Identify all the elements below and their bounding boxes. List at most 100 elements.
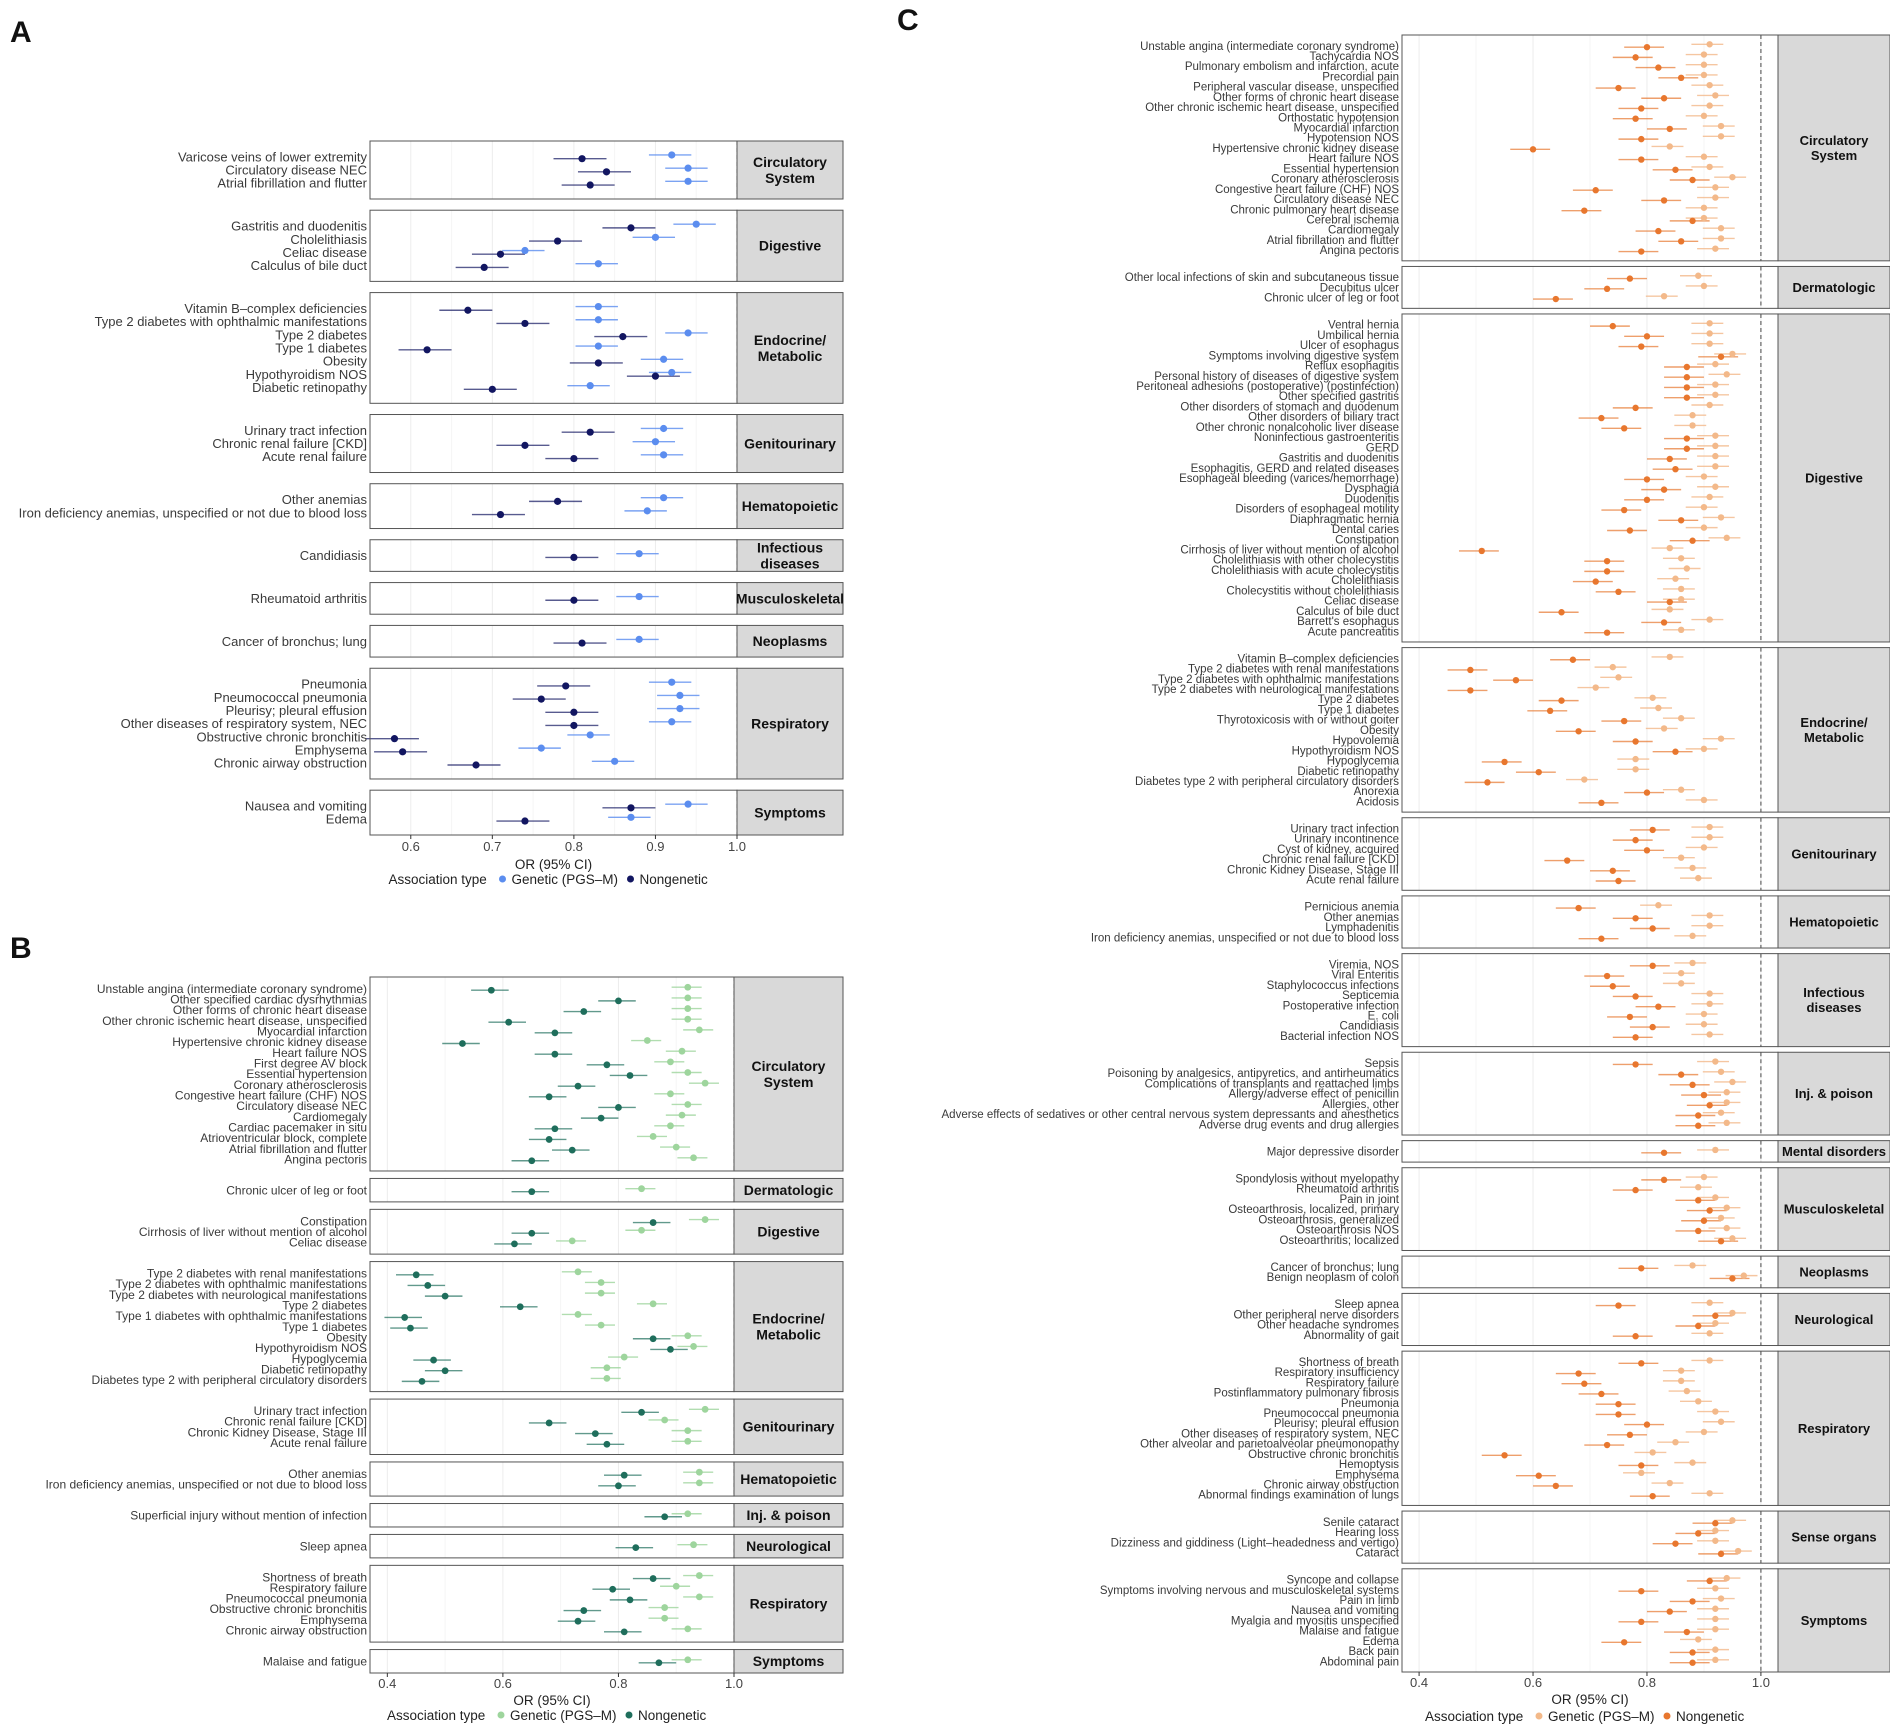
genetic-point-adverse-drug-events-and-drug-allergies: [1723, 1119, 1730, 1127]
facet-strip-inj-poison: [733, 1503, 844, 1528]
genetic-point-emphysema: [1638, 1469, 1645, 1477]
genetic-point-cholelithiasis: [1672, 575, 1679, 582]
strip-label-line: Dermatologic: [1792, 280, 1875, 295]
row-label-sepsis: Sepsis: [1364, 1058, 1399, 1070]
panel-c-forest-plot: Unstable angina (intermediate coronary s…: [942, 34, 1890, 1724]
genetic-point-congestive-heart-failure-chf-nos: [1712, 184, 1719, 191]
strip-label-line: Hematopoietic: [742, 498, 839, 514]
nongenetic-point-adverse-drug-events-and-drug-allergies: [1695, 1122, 1702, 1129]
genetic-point-acute-renal-failure: [684, 1437, 692, 1445]
row-label-iron-deficiency-anemias-unspecified-or-not-due-to-blood-loss: Iron deficiency anemias, unspecified or …: [19, 505, 368, 520]
genetic-point-circulatory-disease-nec: [684, 164, 692, 172]
genetic-point-vitamin-b-complex-deficiencies: [594, 302, 602, 311]
row-label-reflux-esophagitis: Reflux esophagitis: [1305, 361, 1399, 373]
row-label-gastritis-and-duodenitis: Gastritis and duodenitis: [231, 219, 367, 234]
row-label-rheumatoid-arthritis: Rheumatoid arthritis: [251, 591, 368, 606]
nongenetic-point-celiac-disease: [1666, 598, 1673, 606]
row-label-back-pain: Back pain: [1348, 1646, 1399, 1658]
legend-nongenetic-label: Nongenetic: [1676, 1709, 1745, 1724]
row-label-hypoglycemia: Hypoglycemia: [1327, 756, 1400, 768]
nongenetic-point-dysphagia: [1660, 486, 1668, 493]
row-label-other-chronic-ischemic-heart-disease-unspecified: Other chronic ischemic heart disease, un…: [1145, 102, 1399, 114]
nongenetic-point-cardiomegaly: [1655, 227, 1662, 235]
row-label-other-diseases-of-respiratory-system-nec: Other diseases of respiratory system, NE…: [1181, 1428, 1399, 1440]
nongenetic-point-atrial-fibrillation-and-flutter: [1677, 238, 1685, 245]
nongenetic-point-type-1-diabetes: [423, 346, 431, 354]
facet-strip-hematopoietic: [736, 483, 844, 530]
row-label-dental-caries: Dental caries: [1332, 524, 1399, 536]
row-label-myocardial-infarction: Myocardial infarction: [1294, 123, 1399, 135]
strip-label-symptoms: Symptoms: [753, 1653, 825, 1669]
genetic-point-ulcer-of-esophagus: [1706, 340, 1713, 347]
nongenetic-point-rheumatoid-arthritis: [570, 596, 578, 604]
strip-label-line: Endocrine/: [1800, 715, 1868, 730]
nongenetic-point-type-1-diabetes: [1546, 707, 1554, 715]
strip-label-symptoms: Symptoms: [1801, 1613, 1867, 1628]
panel-b-facet-neurological: [370, 1534, 734, 1558]
genetic-point-hypothyroidism-nos: [668, 368, 676, 377]
genetic-point-cardiomegaly: [1717, 225, 1725, 232]
nongenetic-point-unstable-angina-intermediate-coronary-syndrome: [487, 986, 495, 994]
row-label-diabetic-retinopathy: Diabetic retinopathy: [252, 380, 367, 395]
row-label-other-diseases-of-respiratory-system-nec: Other diseases of respiratory system, NE…: [121, 716, 367, 731]
row-label-pneumonia: Pneumonia: [301, 677, 368, 692]
genetic-point-gerd: [1712, 442, 1719, 450]
nongenetic-point-other-disorders-of-biliary-tract: [1598, 414, 1605, 422]
nongenetic-point-chronic-ulcer-of-leg-or-foot: [528, 1188, 536, 1196]
nongenetic-point-urinary-tract-infection: [586, 428, 594, 436]
row-label-acute-renal-failure: Acute renal failure: [262, 449, 367, 464]
row-label-postoperative-infection: Postoperative infection: [1283, 1000, 1399, 1012]
nongenetic-point-type-2-diabetes-with-renal-manifestations: [412, 1271, 420, 1279]
row-label-hypertensive-chronic-kidney-disease: Hypertensive chronic kidney disease: [172, 1035, 367, 1049]
legend-nongenetic-label: Nongenetic: [638, 1708, 707, 1723]
nongenetic-point-tachycardia-nos: [1632, 54, 1639, 61]
genetic-point-constipation: [1723, 534, 1730, 542]
nongenetic-point-pain-in-joint: [1695, 1197, 1702, 1204]
row-label-viremia-nos: Viremia, NOS: [1329, 959, 1399, 971]
genetic-point-chronic-airway-obstruction: [684, 1625, 692, 1633]
genetic-point-pleurisy-pleural-effusion: [676, 704, 684, 713]
strip-label-line: Neoplasms: [753, 633, 828, 649]
nongenetic-point-personal-history-of-diseases-of-digestive-system: [1683, 374, 1691, 381]
nongenetic-point-pneumococcal-pneumonia: [1615, 1411, 1622, 1418]
row-label-cyst-of-kidney-acquired: Cyst of kidney, acquired: [1277, 844, 1399, 856]
genetic-point-other-chronic-nonalcoholic-liver-disease: [1689, 422, 1696, 429]
genetic-point-senile-cataract: [1729, 1517, 1736, 1524]
facet-strip-musculoskeletal: [1777, 1167, 1890, 1251]
row-label-calculus-of-bile-duct: Calculus of bile duct: [1296, 606, 1400, 618]
genetic-point-hypovolemia: [1717, 735, 1725, 742]
strip-label-line: Respiratory: [1798, 1421, 1871, 1436]
nongenetic-point-thyrotoxicosis-with-or-without-goiter: [1620, 717, 1628, 725]
nongenetic-point-adverse-effects-of-sedatives-or-other-central-nervous-system-depressants-and-anesthetics: [1695, 1112, 1702, 1119]
strip-label-line: Metabolic: [1804, 730, 1864, 745]
genetic-point-atrial-fibrillation-and-flutter: [672, 1143, 680, 1151]
genetic-point-chronic-renal-failure-ckd: [1677, 854, 1685, 861]
row-label-candidiasis: Candidiasis: [300, 548, 368, 563]
row-label-other-disorders-of-biliary-tract: Other disorders of biliary tract: [1248, 412, 1400, 424]
row-label-hypoglycemia: Hypoglycemia: [292, 1352, 368, 1366]
strip-label-line: diseases: [1807, 1000, 1862, 1015]
nongenetic-point-candidiasis: [570, 553, 578, 562]
row-label-nausea-and-vomiting: Nausea and vomiting: [1291, 1605, 1399, 1617]
row-label-atrial-fibrillation-and-flutter: Atrial fibrillation and flutter: [217, 176, 367, 191]
row-label-emphysema: Emphysema: [295, 743, 368, 758]
row-label-candidiasis: Candidiasis: [1340, 1021, 1400, 1033]
genetic-point-essential-hypertension: [1706, 163, 1713, 171]
genetic-point-septicemia: [1706, 990, 1713, 997]
strip-label-respiratory: Respiratory: [1798, 1421, 1871, 1436]
row-label-type-2-diabetes: Type 2 diabetes: [282, 1298, 367, 1312]
row-label-constipation: Constipation: [300, 1214, 367, 1228]
nongenetic-point-cyst-of-kidney-acquired: [1643, 847, 1651, 854]
facet-strip-neoplasms: [1777, 1255, 1890, 1289]
nongenetic-point-esophagitis-gerd-and-related-diseases: [1672, 465, 1679, 473]
nongenetic-point-calculus-of-bile-duct: [480, 263, 488, 272]
row-label-adverse-drug-events-and-drug-allergies: Adverse drug events and drug allergies: [1199, 1119, 1399, 1131]
genetic-point-circulatory-disease-nec: [684, 1101, 692, 1108]
nongenetic-point-abnormality-of-gait: [1632, 1333, 1639, 1340]
genetic-point-peritoneal-adhesions-postoperative-postinfection: [1712, 381, 1719, 388]
genetic-point-anorexia: [1677, 786, 1685, 793]
panel-a-facet-digestive: [370, 210, 737, 282]
nongenetic-point-bacterial-infection-nos: [1632, 1034, 1639, 1041]
nongenetic-point-pain-in-limb: [1689, 1598, 1696, 1605]
panel-label-c: C: [897, 4, 919, 37]
